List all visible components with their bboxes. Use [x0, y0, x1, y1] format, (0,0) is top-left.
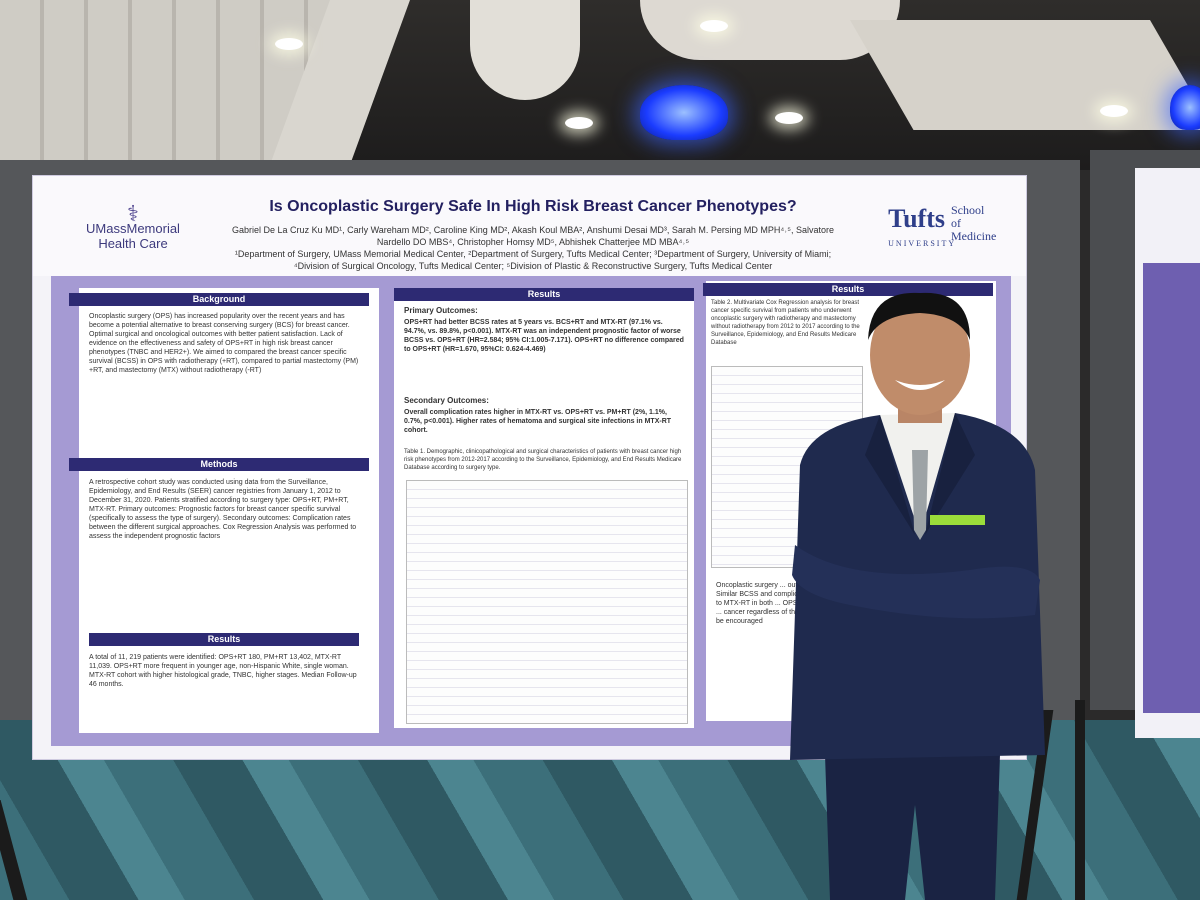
primary-outcomes-text: OPS+RT had better BCSS rates at 5 years …: [404, 319, 684, 353]
wall-panels: [0, 0, 330, 165]
section-header-methods: Methods: [69, 458, 369, 471]
left-column: Background Oncoplastic surgery (OPS) has…: [69, 288, 379, 733]
conclusion-text: Oncoplastic surgery ... outcomes among p…: [716, 582, 865, 625]
ceiling-beam: [470, 0, 580, 100]
easel-leg: [1075, 700, 1085, 900]
head: [870, 295, 970, 415]
ceiling-light: [565, 117, 593, 129]
ceiling-beam: [850, 20, 1200, 130]
lapel: [865, 415, 915, 535]
hair: [868, 292, 970, 340]
table1: [406, 480, 688, 724]
ceiling-light: [775, 112, 803, 124]
blue-chandelier: [640, 85, 728, 140]
logo-left-line2: Health Care: [98, 236, 168, 251]
background-text: Oncoplastic surgery (OPS) has increased …: [89, 313, 359, 374]
poster-title: Is Oncoplastic Surgery Safe In High Risk…: [269, 198, 797, 215]
secondary-outcomes-heading: Secondary Outcomes:: [404, 396, 489, 405]
crossed-arms: [792, 545, 1040, 619]
name-badge: [930, 515, 985, 525]
logo-left-line1: UMassMemorial: [86, 221, 180, 236]
results-left-text: A total of 11, 219 patients were identif…: [89, 654, 357, 688]
tufts-logo-side: School of Medicine: [951, 203, 997, 243]
table1-caption: Table 1. Demographic, clinicopathologica…: [404, 449, 682, 471]
middle-column: Results Primary Outcomes: OPS+RT had bet…: [394, 288, 694, 728]
umass-logo: ⚕ UMassMemorial Health Care: [78, 201, 188, 252]
lapel: [925, 413, 975, 535]
tufts-logo-main: Tufts: [888, 204, 945, 233]
section-header-results-left: Results: [89, 633, 359, 646]
primary-outcomes-heading: Primary Outcomes:: [404, 306, 478, 315]
presenter-person: [790, 292, 1045, 900]
author-list: Gabriel De La Cruz Ku MD¹, Carly Wareham…: [232, 225, 834, 247]
section-header-background: Background: [69, 293, 369, 306]
affiliation-list: ¹Department of Surgery, UMass Memorial M…: [234, 249, 832, 271]
ceiling-light: [700, 20, 728, 32]
umass-logo-icon: ⚕: [127, 201, 139, 226]
poster-header: ⚕ UMassMemorial Health Care Is Oncoplast…: [33, 176, 1026, 276]
adjacent-poster-band: [1143, 263, 1200, 713]
smile: [895, 380, 945, 390]
ceiling-light: [275, 38, 303, 50]
tufts-logo: Tufts School of Medicine UNIVERSITY: [888, 203, 997, 249]
table2-caption: Table 2. Multivariate Cox Regression ana…: [711, 300, 860, 346]
secondary-outcomes-text: Overall complication rates higher in MTX…: [404, 409, 672, 434]
methods-text: A retrospective cohort study was conduct…: [89, 479, 357, 540]
tufts-logo-sub: UNIVERSITY: [888, 239, 957, 248]
adjacent-poster: [1135, 168, 1200, 738]
ceiling: [0, 0, 1200, 170]
blue-chandelier: [1170, 85, 1200, 130]
tie: [912, 450, 928, 540]
ceiling-light: [1100, 105, 1128, 117]
trousers: [825, 755, 1000, 900]
section-header-results-right: Results: [703, 283, 993, 296]
poster-authors: Gabriel De La Cruz Ku MD¹, Carly Wareham…: [223, 224, 843, 272]
section-header-results-mid: Results: [394, 288, 694, 301]
